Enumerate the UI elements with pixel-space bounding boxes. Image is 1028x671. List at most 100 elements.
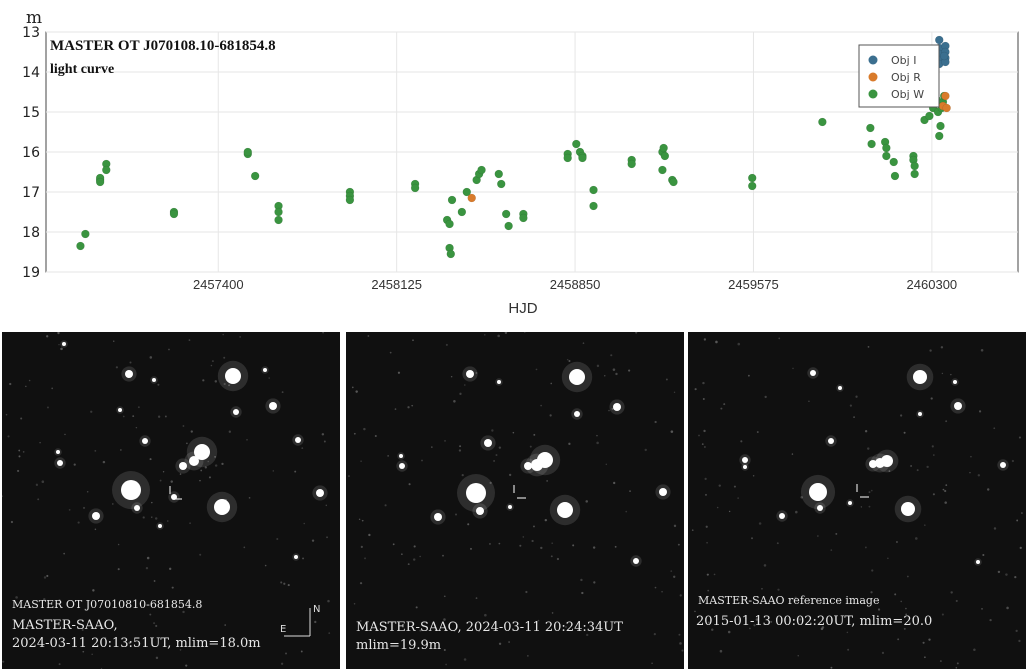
data-point-obj-r [467,193,476,203]
star-field [2,332,331,669]
background-star [90,410,93,413]
background-star [455,513,458,516]
background-star [525,590,528,594]
background-star [691,529,694,531]
background-star [705,493,707,496]
background-star [210,364,213,367]
background-star [870,489,873,492]
background-star [200,469,203,472]
background-star [190,430,193,433]
background-star [153,622,156,625]
star [263,368,267,372]
star [531,459,543,471]
data-point-obj-w [519,213,528,223]
background-star [795,510,798,514]
background-star [694,388,697,391]
panel-caption-site: MASTER-SAAO, [12,618,118,633]
image-panel-master-saao-reference: MASTER-SAAO reference image 2015-01-13 0… [688,332,1026,669]
light-curve-chart: m 13 14 15 16 17 18 19 2457400 2458125 2458850 245… [22,8,1019,317]
background-star [713,573,716,576]
background-star [493,460,495,462]
background-star [112,503,114,505]
data-point-obj-w [867,139,876,149]
data-point-obj-w [882,143,891,153]
star [484,439,492,447]
background-star [43,598,46,601]
data-point-obj-w [504,221,513,231]
background-star [246,439,248,441]
background-star [698,434,700,437]
background-star [351,386,354,389]
data-point-obj-w [563,153,572,163]
star [125,370,133,378]
background-star [800,496,803,499]
background-star [25,385,27,388]
compass-east-label: E [280,624,286,635]
background-star [179,649,182,651]
background-star [582,342,585,344]
background-star [82,506,86,509]
compass-icon: N E [280,604,320,637]
background-star [758,522,762,525]
star [158,524,162,528]
background-star [394,408,397,410]
background-star [763,564,767,567]
background-star [202,379,205,382]
star [121,480,141,500]
background-star [522,536,525,538]
background-star [2,660,5,663]
star [466,483,486,503]
background-star [264,564,267,567]
background-star [470,547,472,550]
background-star [294,470,297,473]
background-star [145,567,149,570]
star [225,368,241,384]
data-point-obj-w [494,169,504,179]
background-star [706,541,708,544]
background-star [993,527,997,530]
background-star [135,426,138,429]
background-star [753,624,756,627]
background-star [924,656,926,659]
star-field [691,337,1023,669]
background-star [550,382,553,385]
background-star [679,642,682,645]
background-star [756,431,759,434]
background-star [1006,606,1009,610]
background-star [718,484,721,487]
background-star [360,545,363,548]
chart-subtitle: light curve [50,62,114,77]
data-point-obj-w [589,185,598,195]
background-star [1015,629,1018,633]
background-star [132,415,135,418]
background-star [704,477,707,481]
background-star [498,542,501,545]
background-star [733,485,736,488]
background-star [877,608,881,611]
background-star [276,537,279,541]
x-axis-label: HJD [508,300,537,317]
background-star [604,375,606,377]
background-star [498,446,502,449]
star [838,386,842,390]
background-star [115,366,119,369]
background-star [408,483,411,486]
background-star [504,332,508,334]
legend-label-obj-i: Obj I [891,54,916,67]
background-star [450,375,453,378]
background-star [625,510,628,513]
data-point-obj-w [910,161,919,171]
background-star [987,488,990,491]
background-star [612,368,616,371]
star [194,444,210,460]
background-star [2,495,4,498]
star [62,342,66,346]
background-star [128,641,131,645]
star [742,457,748,463]
background-star [546,480,548,482]
background-star [442,554,444,557]
background-star [585,500,588,503]
background-star [830,549,833,551]
background-star [544,518,548,522]
background-star [519,544,522,547]
